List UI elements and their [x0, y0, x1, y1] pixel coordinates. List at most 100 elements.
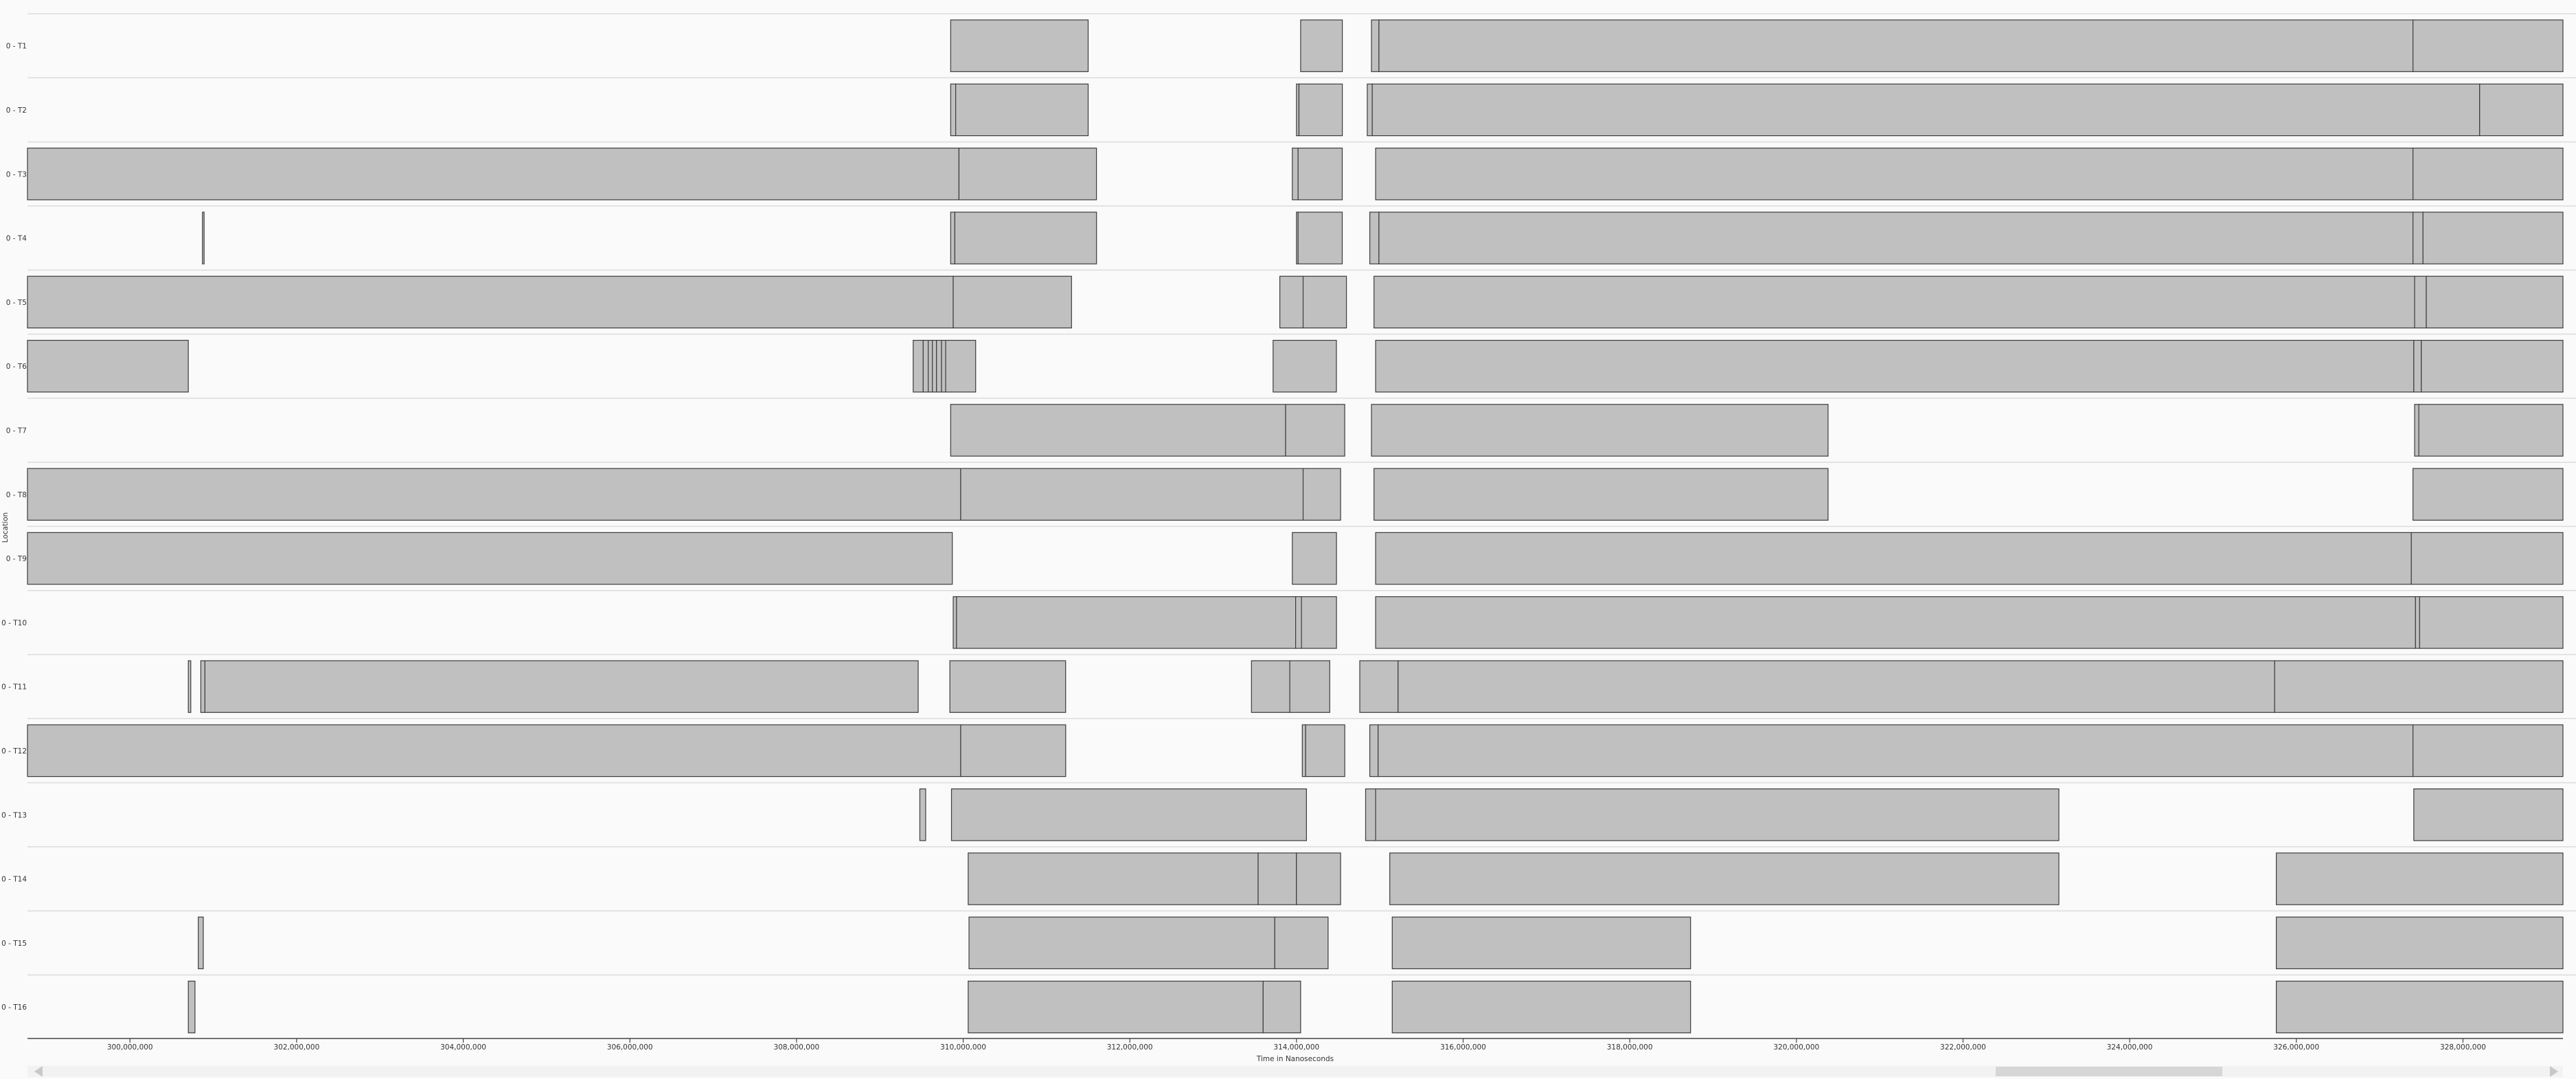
interval-bar[interactable]	[1289, 660, 1330, 713]
interval-bar[interactable]	[187, 660, 192, 713]
interval-bar[interactable]	[1391, 916, 1691, 970]
horizontal-scrollbar[interactable]	[27, 1066, 2563, 1077]
interval-bar[interactable]	[2415, 596, 2421, 649]
interval-bar[interactable]	[1296, 83, 1300, 137]
interval-bar[interactable]	[200, 660, 206, 713]
interval-bar[interactable]	[27, 468, 961, 521]
interval-bar[interactable]	[2413, 724, 2564, 777]
interval-bar[interactable]	[950, 83, 957, 137]
interval-bar[interactable]	[1302, 468, 1341, 521]
interval-bar[interactable]	[1378, 212, 2414, 264]
interval-bar[interactable]	[1389, 852, 2060, 905]
interval-bar[interactable]	[1375, 339, 2415, 393]
interval-bar[interactable]	[2413, 148, 2564, 201]
interval-bar[interactable]	[958, 148, 1097, 201]
interval-bar[interactable]	[2276, 916, 2564, 970]
interval-bar[interactable]	[1301, 596, 1337, 649]
interval-bar[interactable]	[1375, 148, 2414, 201]
interval-bar[interactable]	[1300, 19, 1343, 72]
interval-bar[interactable]	[1371, 19, 1380, 72]
interval-bar[interactable]	[954, 212, 1097, 264]
interval-bar[interactable]	[950, 788, 1308, 841]
interval-bar[interactable]	[955, 83, 1089, 137]
interval-bar[interactable]	[949, 660, 1067, 713]
interval-bar[interactable]	[2413, 788, 2564, 841]
interval-bar[interactable]	[936, 339, 942, 393]
interval-bar[interactable]	[953, 596, 957, 649]
interval-bar[interactable]	[2419, 596, 2564, 649]
interval-bar[interactable]	[2426, 275, 2564, 329]
interval-bar[interactable]	[27, 339, 189, 393]
interval-bar[interactable]	[956, 596, 1297, 649]
interval-bar[interactable]	[1369, 212, 1380, 264]
interval-bar[interactable]	[950, 212, 956, 264]
interval-bar[interactable]	[919, 788, 926, 841]
interval-bar[interactable]	[960, 468, 1304, 521]
interval-bar[interactable]	[2413, 19, 2564, 72]
interval-bar[interactable]	[2479, 83, 2564, 137]
interval-bar[interactable]	[2418, 404, 2564, 457]
interval-bar[interactable]	[922, 339, 929, 393]
interval-bar[interactable]	[2421, 339, 2564, 393]
interval-bar[interactable]	[1375, 596, 2416, 649]
interval-bar[interactable]	[1374, 275, 2415, 329]
interval-bar[interactable]	[1398, 660, 2275, 713]
interval-bar[interactable]	[198, 916, 204, 970]
interval-bar[interactable]	[1374, 468, 1829, 521]
interval-bar[interactable]	[1298, 83, 1343, 137]
interval-bar[interactable]	[2410, 532, 2564, 585]
interval-bar[interactable]	[1274, 916, 1329, 970]
interval-bar[interactable]	[1302, 275, 1347, 329]
interval-bar[interactable]	[2274, 660, 2564, 713]
interval-bar[interactable]	[953, 275, 1072, 329]
interval-bar[interactable]	[913, 339, 924, 393]
interval-bar[interactable]	[1305, 724, 1345, 777]
interval-bar[interactable]	[1251, 660, 1290, 713]
interval-bar[interactable]	[1295, 596, 1302, 649]
interval-bar[interactable]	[1262, 980, 1301, 1034]
scrollbar-thumb[interactable]	[1996, 1067, 2222, 1076]
interval-bar[interactable]	[1378, 19, 2414, 72]
interval-bar[interactable]	[187, 980, 196, 1034]
interval-bar[interactable]	[2413, 212, 2424, 264]
interval-bar[interactable]	[2413, 339, 2422, 393]
interval-bar[interactable]	[950, 19, 1089, 72]
interval-bar[interactable]	[1297, 212, 1343, 264]
interval-bar[interactable]	[2276, 980, 2564, 1034]
interval-bar[interactable]	[1391, 980, 1691, 1034]
interval-bar[interactable]	[2413, 468, 2564, 521]
interval-bar[interactable]	[968, 852, 1259, 905]
interval-bar[interactable]	[1285, 404, 1345, 457]
interval-bar[interactable]	[945, 339, 977, 393]
interval-bar[interactable]	[1378, 724, 2414, 777]
interval-bar[interactable]	[1371, 83, 2481, 137]
interval-bar[interactable]	[1279, 275, 1304, 329]
interval-bar[interactable]	[1292, 148, 1299, 201]
interval-bar[interactable]	[2276, 852, 2564, 905]
interval-bar[interactable]	[931, 339, 937, 393]
interval-bar[interactable]	[968, 980, 1264, 1034]
interval-bar[interactable]	[1273, 339, 1337, 393]
interval-bar[interactable]	[1365, 788, 1376, 841]
interval-bar[interactable]	[1301, 724, 1306, 777]
interval-bar[interactable]	[204, 660, 919, 713]
interval-bar[interactable]	[27, 724, 961, 777]
interval-bar[interactable]	[941, 339, 946, 393]
scroll-left-arrow-icon[interactable]	[34, 1066, 43, 1077]
interval-bar[interactable]	[27, 532, 953, 585]
interval-bar[interactable]	[950, 404, 1286, 457]
interval-bar[interactable]	[2414, 404, 2419, 457]
interval-bar[interactable]	[1257, 852, 1297, 905]
interval-bar[interactable]	[1297, 148, 1343, 201]
scrollbar-track[interactable]	[27, 1066, 2563, 1077]
interval-bar[interactable]	[960, 724, 1067, 777]
interval-bar[interactable]	[1369, 724, 1379, 777]
scroll-right-arrow-icon[interactable]	[2550, 1066, 2558, 1077]
interval-bar[interactable]	[1367, 83, 1373, 137]
interval-bar[interactable]	[27, 275, 954, 329]
interval-bar[interactable]	[202, 212, 205, 264]
interval-bar[interactable]	[927, 339, 933, 393]
interval-bar[interactable]	[1375, 532, 2412, 585]
interval-bar[interactable]	[1292, 532, 1337, 585]
interval-bar[interactable]	[2414, 275, 2427, 329]
